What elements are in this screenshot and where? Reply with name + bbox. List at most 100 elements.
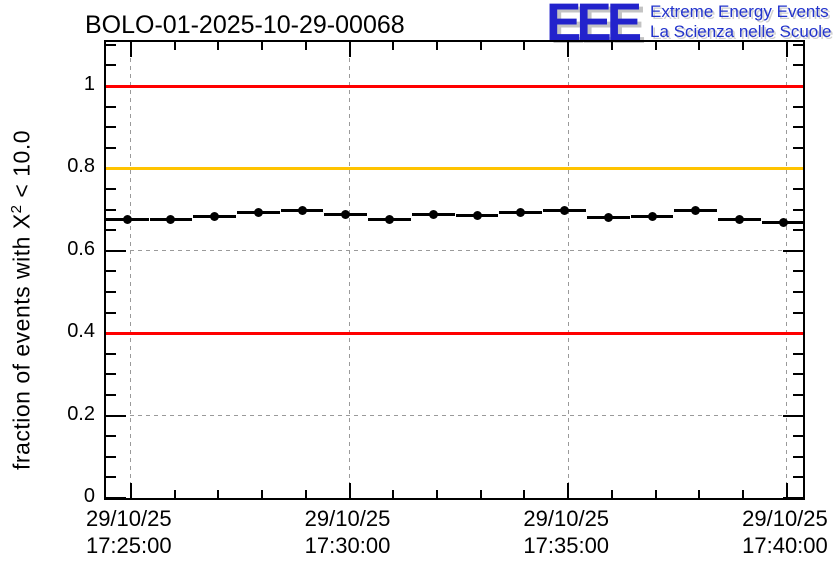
y-minor-tick-mark (106, 105, 116, 108)
y-minor-tick-mark (106, 394, 116, 397)
data-point-marker (253, 208, 263, 218)
y-minor-tick-mark (106, 208, 116, 211)
data-point-marker (210, 211, 220, 221)
y-tick-mark (106, 414, 126, 417)
x-tick-mark (654, 490, 657, 498)
x-tick-mark (217, 42, 220, 50)
y-minor-tick-mark (106, 146, 116, 149)
x-tick-mark (523, 490, 526, 498)
eee-logo-text: Extreme Energy Events La Scienza nelle S… (650, 2, 831, 41)
y-tick-mark (783, 497, 803, 499)
y-minor-tick-mark (793, 64, 803, 67)
x-tick-time: 17:35:00 (523, 533, 610, 558)
y-minor-tick-mark (793, 435, 803, 438)
y-minor-tick-mark (793, 352, 803, 355)
y-minor-tick-mark (106, 311, 116, 314)
x-tick-mark (392, 42, 395, 50)
x-tick-time: 17:25:00 (85, 533, 172, 558)
data-point-marker (647, 211, 657, 221)
x-tick-mark (304, 490, 307, 498)
y-minor-tick-mark (106, 64, 116, 67)
x-tick-mark (348, 42, 351, 57)
y-minor-tick-mark (793, 43, 803, 46)
x-tick-label: 29/10/25 17:40:00 (720, 505, 836, 559)
y-tick-mark (106, 497, 126, 499)
data-point-marker (472, 210, 482, 220)
x-tick-mark (261, 42, 264, 50)
plot-frame (104, 40, 805, 500)
reference-line (106, 84, 803, 88)
y-tick-label: 0.8 (67, 155, 95, 178)
y-axis-title-sup: 2 (8, 204, 25, 214)
x-tick-mark (610, 42, 613, 50)
data-point-marker (560, 206, 570, 216)
y-tick-mark (106, 249, 126, 252)
x-tick-mark (217, 490, 220, 498)
eee-logo: EEE Extreme Energy Events La Scienza nel… (0, 0, 836, 52)
x-tick-date: 29/10/25 (85, 506, 172, 531)
y-minor-tick-mark (793, 270, 803, 273)
y-minor-tick-mark (793, 291, 803, 294)
y-minor-tick-mark (106, 126, 116, 129)
x-tick-mark (261, 490, 264, 498)
y-tick-mark (783, 249, 803, 252)
data-point-marker (385, 214, 395, 224)
y-minor-tick-mark (106, 352, 116, 355)
data-point-marker (341, 209, 351, 219)
x-tick-mark (523, 42, 526, 50)
data-point-marker (516, 208, 526, 218)
x-tick-mark (173, 42, 176, 50)
x-tick-time: 17:30:00 (304, 533, 391, 558)
y-minor-tick-mark (106, 188, 116, 191)
y-minor-tick-mark (106, 435, 116, 438)
y-minor-tick-mark (106, 291, 116, 294)
x-tick-mark (610, 490, 613, 498)
y-tick-label: 0.4 (67, 320, 95, 343)
y-minor-tick-mark (793, 373, 803, 376)
x-tick-mark (654, 42, 657, 50)
x-tick-mark (742, 42, 745, 50)
data-point-marker (428, 209, 438, 219)
y-minor-tick-mark (106, 476, 116, 479)
x-tick-mark (742, 490, 745, 498)
x-tick-mark (785, 483, 788, 498)
y-minor-tick-mark (793, 208, 803, 211)
y-minor-tick-mark (106, 373, 116, 376)
gridline-horizontal (106, 250, 803, 252)
y-minor-tick-mark (106, 455, 116, 458)
y-tick-label: 0 (83, 485, 95, 507)
reference-line (106, 166, 803, 170)
gridline-vertical (349, 42, 350, 498)
gridline-vertical (786, 42, 788, 498)
y-minor-tick-mark (793, 188, 803, 191)
y-minor-tick-mark (106, 43, 116, 46)
x-tick-label: 29/10/25 17:25:00 (64, 505, 194, 559)
y-minor-tick-mark (793, 146, 803, 149)
y-minor-tick-mark (793, 476, 803, 479)
gridline-vertical (567, 42, 569, 498)
chart-title: BOLO-01-2025-10-29-00068 (85, 11, 405, 39)
y-tick-mark (783, 414, 803, 417)
y-tick-label: 1 (83, 73, 95, 96)
data-point-marker (297, 206, 307, 216)
x-tick-mark (698, 490, 701, 498)
eee-logo-line1: Extreme Energy Events (650, 2, 829, 21)
x-tick-date: 29/10/25 (304, 506, 391, 531)
data-point-marker (778, 217, 788, 227)
x-tick-mark (129, 42, 132, 57)
x-tick-mark (479, 42, 482, 50)
gridline-vertical (130, 42, 132, 498)
gridline-horizontal (106, 415, 803, 417)
y-minor-tick-mark (106, 270, 116, 273)
x-tick-mark (567, 483, 570, 498)
y-minor-tick-mark (793, 105, 803, 108)
x-tick-mark (698, 42, 701, 50)
data-point-marker (603, 213, 613, 223)
x-tick-time: 17:40:00 (742, 533, 828, 558)
eee-logo-line2: La Scienza nelle Scuole (650, 21, 832, 41)
x-tick-mark (567, 42, 570, 57)
y-minor-tick-mark (793, 229, 803, 232)
x-tick-label: 29/10/25 17:30:00 (283, 505, 413, 559)
x-tick-mark (348, 483, 351, 498)
